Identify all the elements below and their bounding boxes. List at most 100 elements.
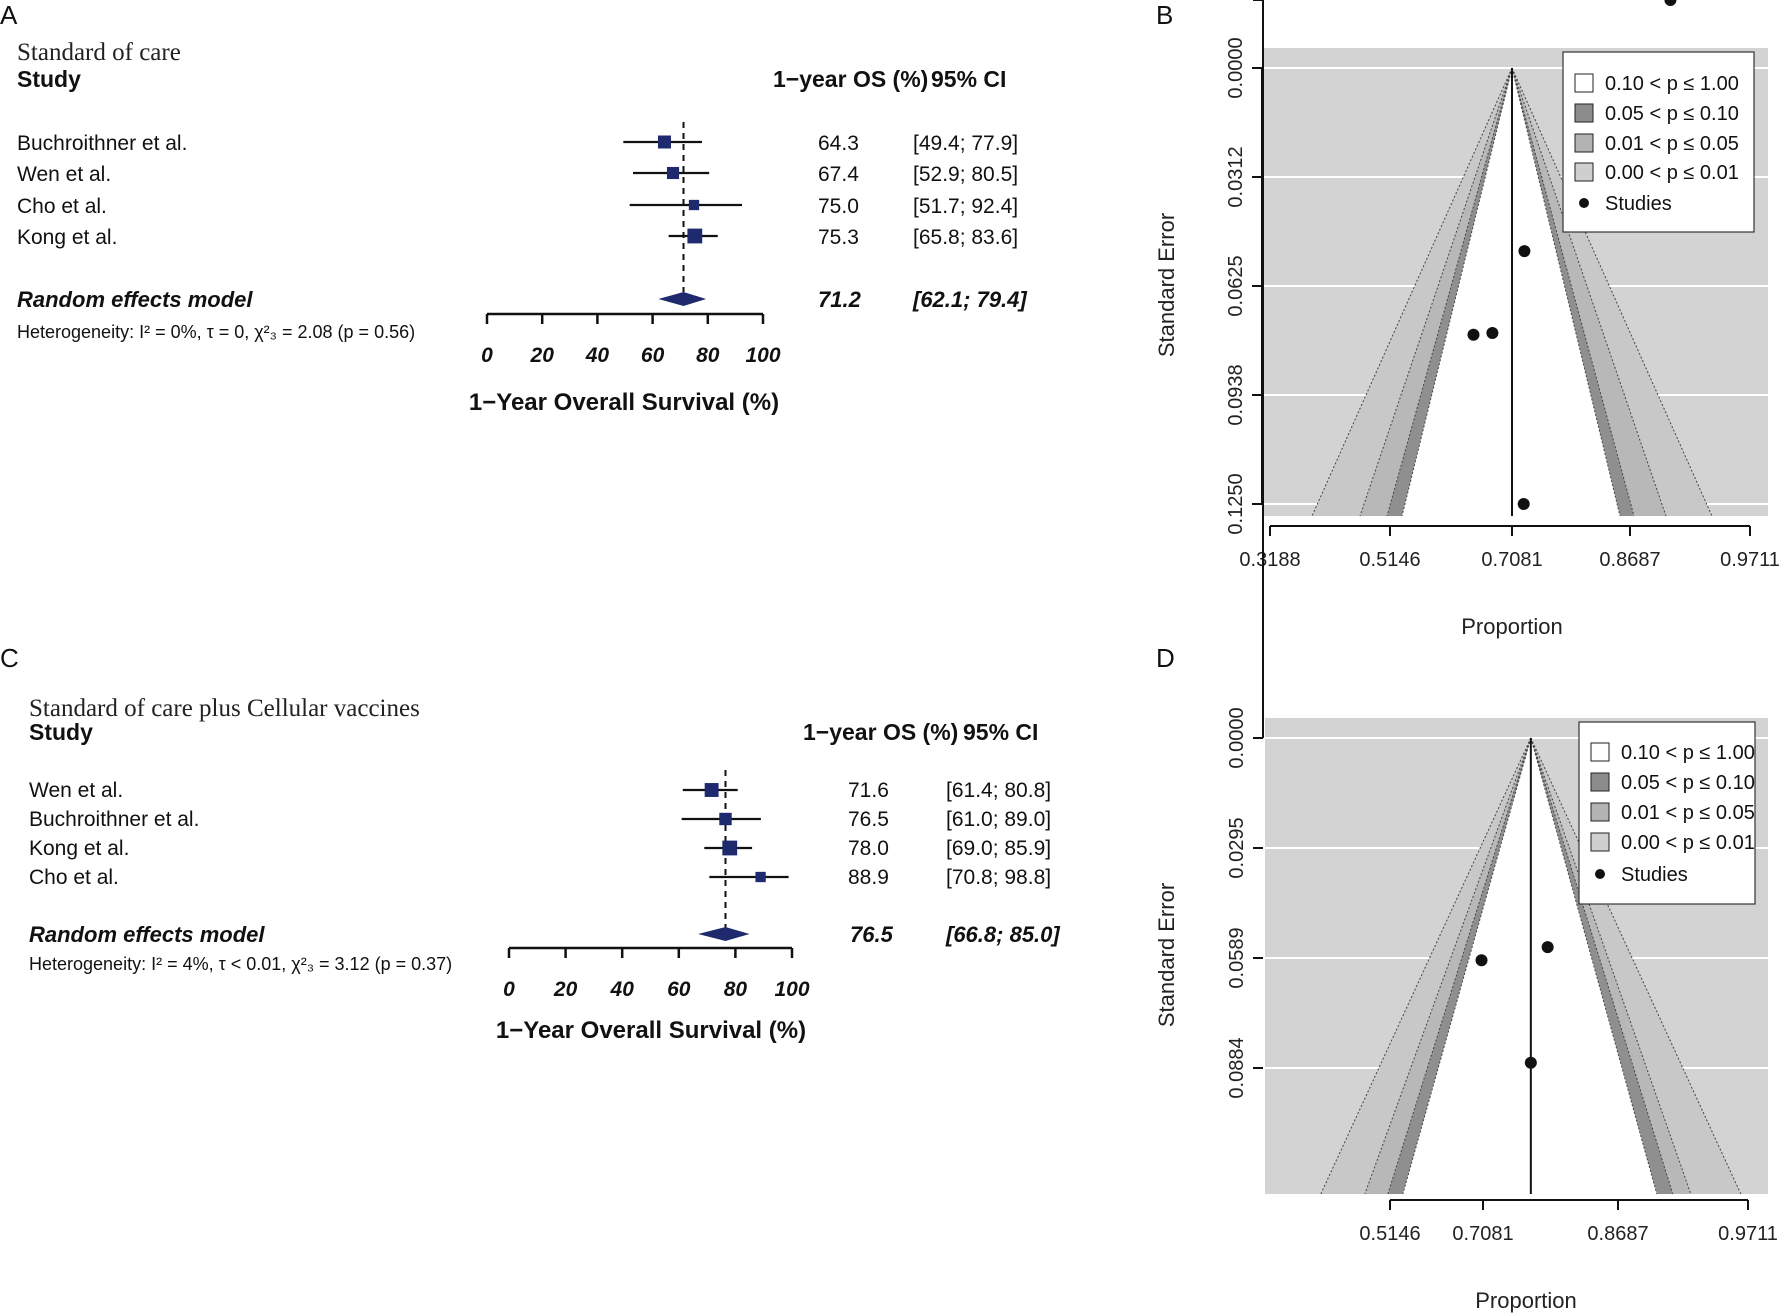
x-tick-label: 40 (610, 978, 635, 1001)
legend-label: 0.05 < p ≤ 0.10 (1621, 772, 1755, 794)
panel-a-study-os: 64.3 (818, 132, 859, 155)
panel-d-letter: D (1156, 643, 1175, 673)
x-tick-label: 0.7081 (1481, 549, 1542, 571)
y-tick-label: 0.0938 (1225, 364, 1247, 425)
funnel-contour (1401, 67, 1513, 517)
legend-swatch-white (1590, 742, 1610, 762)
panel-a-study-ci: [51.7; 92.4] (913, 195, 1018, 218)
funnel-contour (1530, 737, 1658, 1195)
x-tick-label: 0.3188 (1239, 549, 1300, 571)
legend-label: 0.10 < p ≤ 1.00 (1621, 742, 1755, 764)
panel-d-y-axis-label: Standard Error (1154, 883, 1179, 1027)
x-tick-label: 0.8687 (1599, 549, 1660, 571)
panel-c-study-os: 88.9 (848, 866, 889, 889)
panel-a-pooled-label: Random effects model (17, 287, 253, 312)
y-tick-label: 0.0000 (1226, 707, 1248, 768)
panel-c-title: Standard of care plus Cellular vaccines (29, 695, 420, 722)
panel-c-study-name: Buchroithner et al. (29, 808, 199, 831)
panel-a-pooled-ci: [62.1; 79.4] (912, 287, 1027, 312)
x-tick-label: 20 (530, 344, 555, 367)
study-point (1518, 245, 1531, 258)
x-tick-label: 0.5146 (1359, 549, 1420, 571)
legend-label: 0.00 < p ≤ 0.01 (1605, 162, 1739, 184)
x-tick-label: 0.7081 (1452, 1223, 1513, 1245)
panel-a-letter: A (0, 0, 18, 30)
panel-b-x-axis-label: Proportion (1461, 614, 1563, 639)
panel-a-title: Standard of care (17, 39, 181, 66)
panel-a-study-os: 75.3 (818, 226, 859, 249)
legend-swatch-white (1574, 73, 1594, 93)
legend-swatch-mid (1574, 133, 1594, 153)
study-estimate-marker (666, 166, 680, 180)
panel-b-legend-box (1562, 51, 1755, 233)
panel-c-x-axis-label: 1−Year Overall Survival (%) (496, 1017, 806, 1044)
panel-a-os-header: 1−year OS (%) (773, 66, 928, 92)
funnel-contour (1511, 67, 1635, 517)
y-tick-label: 0.0625 (1225, 255, 1247, 316)
study-estimate-marker (704, 783, 719, 797)
panel-a-heterogeneity: Heterogeneity: I² = 0%, τ = 0, χ²₃ = 2.0… (17, 322, 415, 342)
y-tick-label: 0.0295 (1226, 817, 1248, 878)
y-tick-label: 0.0884 (1226, 1037, 1248, 1098)
funnel-contour (1359, 67, 1513, 517)
panel-c-pooled-os: 76.5 (850, 922, 894, 947)
legend-studies-marker (1595, 869, 1605, 879)
panel-c-ci-header: 95% CI (963, 719, 1038, 745)
panel-a-study-os: 67.4 (818, 163, 859, 186)
study-point (1467, 328, 1480, 341)
x-tick-label: 40 (585, 344, 610, 367)
legend-swatch-light (1590, 832, 1610, 852)
study-estimate-marker (719, 812, 732, 826)
panel-c-letter: C (0, 643, 19, 673)
legend-label: 0.00 < p ≤ 0.01 (1621, 832, 1755, 854)
y-tick-label: 0.0589 (1226, 927, 1248, 988)
study-estimate-marker (722, 840, 738, 856)
funnel-contour (1402, 737, 1532, 1195)
panel-a-study-os: 75.0 (818, 195, 859, 218)
y-tick-label: 0.1250 (1225, 473, 1247, 534)
panel-c-study-os: 76.5 (848, 808, 889, 831)
panel-d-legend: 0.10 < p ≤ 1.00 0.05 < p ≤ 0.10 0.01 < p… (1578, 721, 1756, 905)
legend-swatch-dark (1574, 103, 1594, 123)
panel-a: A Standard of care Study 1−year OS (%) 9… (0, 0, 1027, 416)
legend-label: Studies (1621, 864, 1688, 886)
panel-a-x-axis-label: 1−Year Overall Survival (%) (469, 389, 779, 416)
panel-a-study-ci: [52.9; 80.5] (913, 163, 1018, 186)
x-tick-label: 80 (696, 344, 720, 367)
legend-label: Studies (1605, 193, 1672, 215)
panel-c-study-ci: [61.0; 89.0] (946, 808, 1051, 831)
x-tick-label: 0.5146 (1359, 1223, 1420, 1245)
panel-c-heterogeneity: Heterogeneity: I² = 4%, τ < 0.01, χ²₃ = … (29, 954, 452, 974)
panel-c-pooled-ci: [66.8; 85.0] (945, 922, 1060, 947)
panel-c-os-header: 1−year OS (%) (803, 719, 958, 745)
x-tick-label: 0.8687 (1587, 1223, 1648, 1245)
study-point (1664, 0, 1677, 6)
study-point (1475, 954, 1488, 967)
panel-c: C Standard of care plus Cellular vaccine… (0, 643, 1060, 1044)
x-tick-label: 0.9711 (1720, 549, 1780, 571)
pooled-diamond (698, 927, 750, 941)
panel-c-study-os: 71.6 (848, 779, 889, 802)
funnel-contour (1364, 737, 1532, 1195)
panel-b-letter: B (1156, 0, 1173, 30)
x-tick-label: 0 (503, 978, 515, 1001)
panel-a-forest-plot: 0 20 40 60 80 100 (481, 122, 781, 367)
study-estimate-marker (688, 199, 700, 211)
panel-b-y-axis-label: Standard Error (1154, 213, 1179, 357)
x-tick-label: 80 (724, 978, 748, 1001)
study-point (1486, 327, 1499, 340)
panel-c-pooled-label: Random effects model (29, 922, 265, 947)
panel-c-study-header: Study (29, 719, 93, 745)
study-estimate-marker (687, 228, 703, 244)
study-estimate-marker (657, 135, 671, 149)
panel-c-study-ci: [70.8; 98.8] (946, 866, 1051, 889)
x-tick-label: 100 (745, 344, 780, 367)
panel-c-study-name: Kong et al. (29, 837, 129, 860)
funnel-contour (1511, 67, 1713, 517)
panel-a-study-ci: [65.8; 83.6] (913, 226, 1018, 249)
panel-d-x-axis-label: Proportion (1475, 1288, 1577, 1313)
x-tick-label: 60 (641, 344, 665, 367)
panel-c-forest-plot: 0 20 40 60 80 100 (503, 770, 810, 1001)
funnel-contour (1311, 67, 1513, 517)
